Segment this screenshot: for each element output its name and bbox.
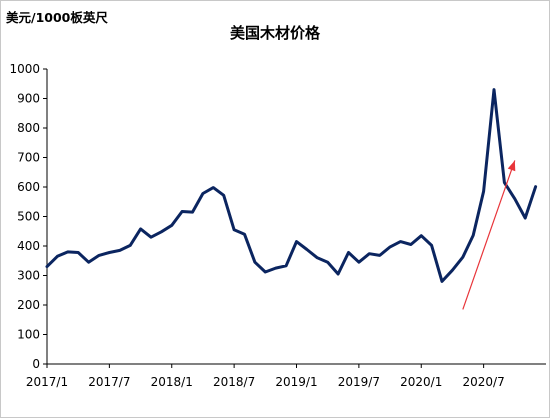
y-axis-ticks: 0 100 200 300 400 500 600 700 800 900 1000: [9, 62, 47, 371]
y-tick-label: 800: [17, 121, 40, 135]
y-tick-label: 500: [17, 210, 40, 224]
y-axis-unit-label: 美元/1000板英尺: [6, 10, 108, 25]
arrow-shaft: [462, 160, 516, 310]
arrow-head: [507, 160, 516, 172]
x-axis-ticks: 2017/1 2017/7 2018/1 2018/7 2019/1 2019/7 2020…: [26, 364, 505, 389]
y-tick-label: 300: [17, 269, 40, 283]
x-tick-label: 2020/7: [463, 375, 505, 389]
x-tick-label: 2018/7: [213, 375, 255, 389]
axes: [46, 69, 546, 365]
y-tick-label: 0: [32, 357, 40, 371]
y-tick-label: 400: [17, 239, 40, 253]
series-lumber-price: [45, 88, 538, 283]
y-tick-label: 600: [17, 180, 40, 194]
x-tick-label: 2017/7: [88, 375, 130, 389]
x-tick-label: 2020/1: [400, 375, 442, 389]
y-tick-label: 100: [17, 328, 40, 342]
x-tick-label: 2017/1: [26, 375, 68, 389]
y-tick-label: 200: [17, 298, 40, 312]
x-tick-label: 2018/1: [151, 375, 193, 389]
y-tick-label: 900: [17, 92, 40, 106]
trend-annotation: [462, 160, 516, 310]
series-line: [45, 88, 538, 283]
y-tick-label: 700: [17, 151, 40, 165]
y-tick-label: 1000: [9, 62, 40, 76]
x-tick-label: 2019/1: [275, 375, 317, 389]
chart-title: 美国木材价格: [229, 24, 320, 42]
x-tick-label: 2019/7: [338, 375, 380, 389]
